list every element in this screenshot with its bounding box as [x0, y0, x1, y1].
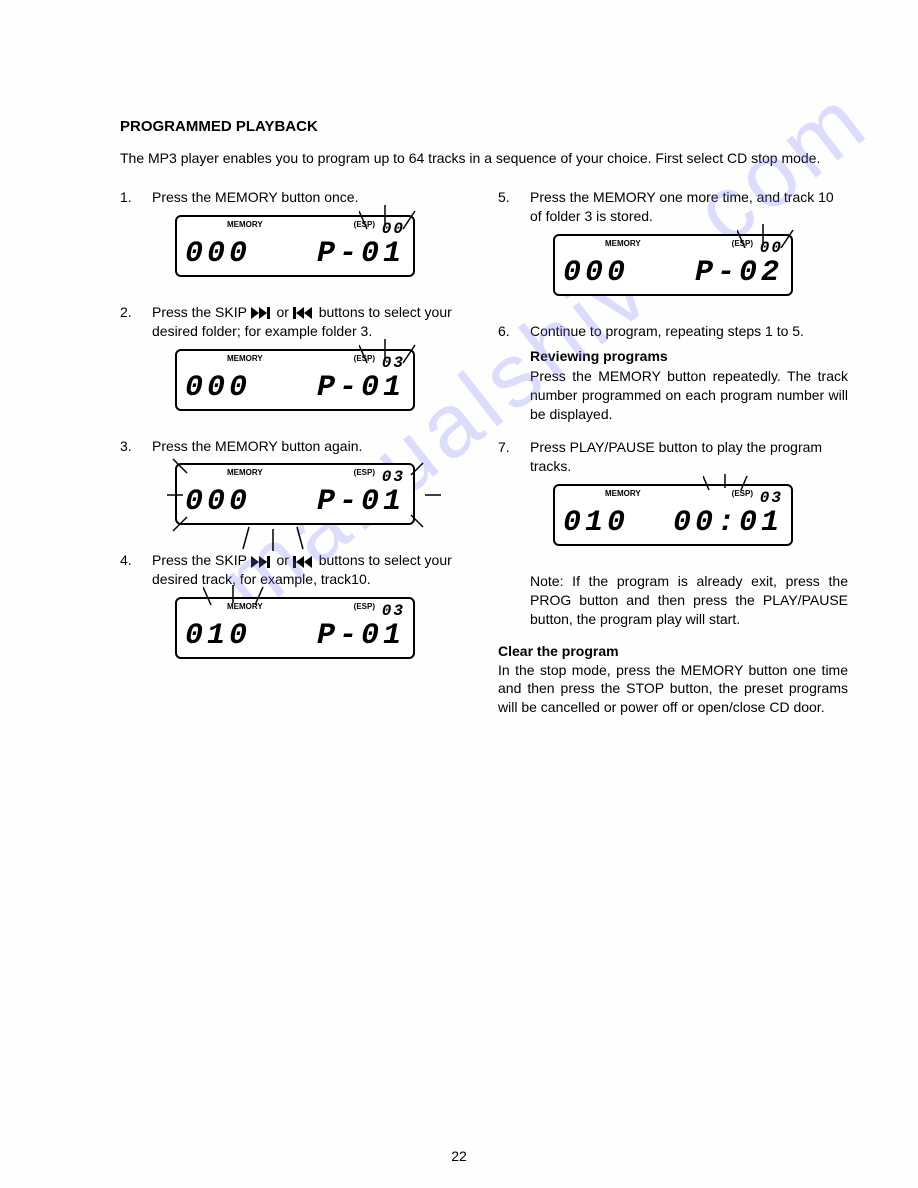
esp-label: (ESP) [732, 239, 753, 248]
step-text: Press the MEMORY one more time, and trac… [530, 188, 848, 226]
lcd-main-left: 000 [185, 237, 251, 271]
lcd-display-2: MEMORY (ESP) 03 000 P-01 [175, 349, 415, 411]
skip-forward-icon [251, 556, 273, 568]
step-7: 7. Press PLAY/PAUSE button to play the p… [498, 438, 848, 476]
memory-label: MEMORY [227, 468, 263, 477]
two-column-layout: 1. Press the MEMORY button once. MEMORY (… [120, 188, 848, 731]
lcd-main-left: 010 [563, 506, 629, 540]
lcd-main-left: 000 [185, 485, 251, 519]
lcd-main-right: P-01 [317, 371, 405, 405]
clear-heading: Clear the program [498, 643, 848, 659]
lcd-main-right: 00:01 [673, 506, 783, 540]
lcd-small-digits: 00 [382, 220, 405, 238]
step-3: 3. Press the MEMORY button again. [120, 437, 470, 456]
memory-label: MEMORY [605, 489, 641, 498]
step-text: Continue to program, repeating steps 1 t… [530, 322, 848, 424]
skip-back-icon [293, 556, 315, 568]
step-number: 6. [498, 322, 530, 424]
skip-forward-icon [251, 307, 273, 319]
step-number: 2. [120, 303, 152, 341]
step-number: 1. [120, 188, 152, 207]
lcd-small-digits: 03 [760, 489, 783, 507]
step-text: Press the MEMORY button once. [152, 188, 470, 207]
lcd-display-4: MEMORY (ESP) 03 010 P-01 [175, 597, 415, 659]
step-text-part: Press the SKIP [152, 304, 251, 320]
lcd-main-left: 000 [185, 371, 251, 405]
step-text: Press the SKIP or buttons to select your… [152, 551, 470, 589]
reviewing-text: Press the MEMORY button repeatedly. The … [530, 367, 848, 424]
section-title: PROGRAMMED PLAYBACK [120, 118, 848, 135]
step-text-part: or [276, 304, 292, 320]
lcd-small-digits: 03 [382, 354, 405, 372]
step-4: 4. Press the SKIP or buttons to select y… [120, 551, 470, 589]
lcd-display-1: MEMORY (ESP) 00 000 P-01 [175, 215, 415, 277]
skip-back-icon [293, 307, 315, 319]
lcd-main-left: 000 [563, 256, 629, 290]
memory-label: MEMORY [605, 239, 641, 248]
esp-label: (ESP) [354, 220, 375, 229]
memory-label: MEMORY [227, 354, 263, 363]
esp-label: (ESP) [354, 602, 375, 611]
esp-label: (ESP) [354, 354, 375, 363]
step-number: 5. [498, 188, 530, 226]
step-text-line: Continue to program, repeating steps 1 t… [530, 322, 848, 341]
lcd-main-left: 010 [185, 619, 251, 653]
memory-label: MEMORY [227, 602, 263, 611]
lcd-display-7: MEMORY (ESP) 03 010 00:01 [553, 484, 793, 546]
esp-label: (ESP) [732, 489, 753, 498]
step-text: Press the SKIP or buttons to select your… [152, 303, 470, 341]
lcd-display-5: MEMORY (ESP) 00 000 P-02 [553, 234, 793, 296]
step-number: 7. [498, 438, 530, 476]
lcd-small-digits: 03 [382, 602, 405, 620]
reviewing-heading: Reviewing programs [530, 347, 848, 366]
step-number: 4. [120, 551, 152, 589]
note-text: Note: If the program is already exit, pr… [530, 572, 848, 629]
step-text: Press the MEMORY button again. [152, 437, 470, 456]
esp-label: (ESP) [354, 468, 375, 477]
step-text: Press PLAY/PAUSE button to play the prog… [530, 438, 848, 476]
lcd-main-right: P-02 [695, 256, 783, 290]
lcd-display-3: MEMORY (ESP) 03 000 P-01 [175, 463, 415, 525]
memory-label: MEMORY [227, 220, 263, 229]
intro-text: The MP3 player enables you to program up… [120, 149, 848, 168]
lcd-main-right: P-01 [317, 237, 405, 271]
step-number: 3. [120, 437, 152, 456]
page-number: 22 [0, 1148, 918, 1164]
lcd-main-right: P-01 [317, 485, 405, 519]
left-column: 1. Press the MEMORY button once. MEMORY (… [120, 188, 470, 731]
lcd-small-digits: 03 [382, 468, 405, 486]
lcd-small-digits: 00 [760, 239, 783, 257]
lcd-main-right: P-01 [317, 619, 405, 653]
clear-text: In the stop mode, press the MEMORY butto… [498, 661, 848, 718]
right-column: 5. Press the MEMORY one more time, and t… [498, 188, 848, 731]
step-6: 6. Continue to program, repeating steps … [498, 322, 848, 424]
